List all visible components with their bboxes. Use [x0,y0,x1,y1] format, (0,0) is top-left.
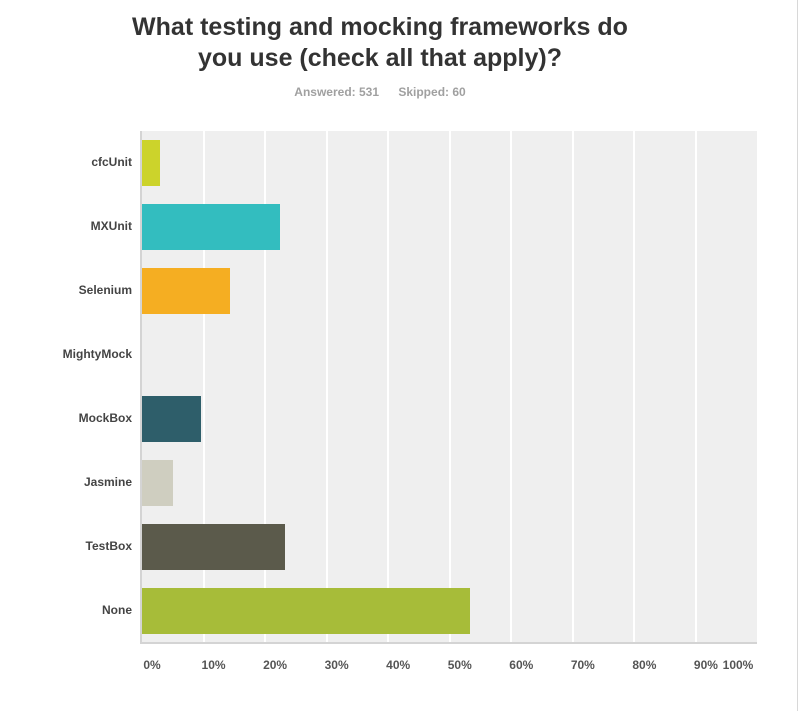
response-stats: Answered: 531 Skipped: 60 [100,85,660,99]
gridline [202,131,205,642]
bar-selenium[interactable] [142,268,231,314]
x-tick-label: 20% [263,658,288,672]
bar-none[interactable] [142,588,471,634]
x-tick-label: 40% [386,658,411,672]
bar-mxunit[interactable] [142,204,281,250]
bar-mockbox[interactable] [142,396,202,442]
gridline [694,131,697,642]
gridline [571,131,574,642]
gridline [387,131,390,642]
answered-count: Answered: 531 [294,85,379,99]
category-label: TestBox [85,539,132,553]
gridline [510,131,513,642]
x-tick-label: 10% [201,658,226,672]
x-tick-label: 0% [143,658,161,672]
category-label: MXUnit [90,219,132,233]
x-tick-label: 50% [447,658,472,672]
title-line-1: What testing and mocking frameworks do [132,13,628,41]
gridline [633,131,636,642]
bar-testbox[interactable] [142,524,286,570]
x-tick-label: 80% [632,658,657,672]
x-tick-label: 70% [570,658,595,672]
x-tick-label: 100% [722,658,754,672]
category-label: Jasmine [83,475,132,489]
category-label: cfcUnit [91,155,132,169]
frame-border [797,0,798,711]
x-tick-label: 90% [693,658,718,672]
category-label: Selenium [78,283,132,297]
bar-jasmine[interactable] [142,460,173,506]
bar-cfcunit[interactable] [142,140,161,186]
category-label: MockBox [78,411,132,425]
category-label: MightyMock [62,347,132,361]
y-axis [140,131,142,644]
gridline [325,131,328,642]
skipped-count: Skipped: 60 [398,85,466,99]
title-line-2: you use (check all that apply)? [198,44,562,72]
x-axis [140,642,757,644]
gridline [264,131,267,642]
gridline [448,131,451,642]
x-tick-label: 30% [324,658,349,672]
category-label: None [102,603,132,617]
chart-title: What testing and mocking frameworks do y… [100,12,660,74]
x-tick-label: 60% [509,658,534,672]
